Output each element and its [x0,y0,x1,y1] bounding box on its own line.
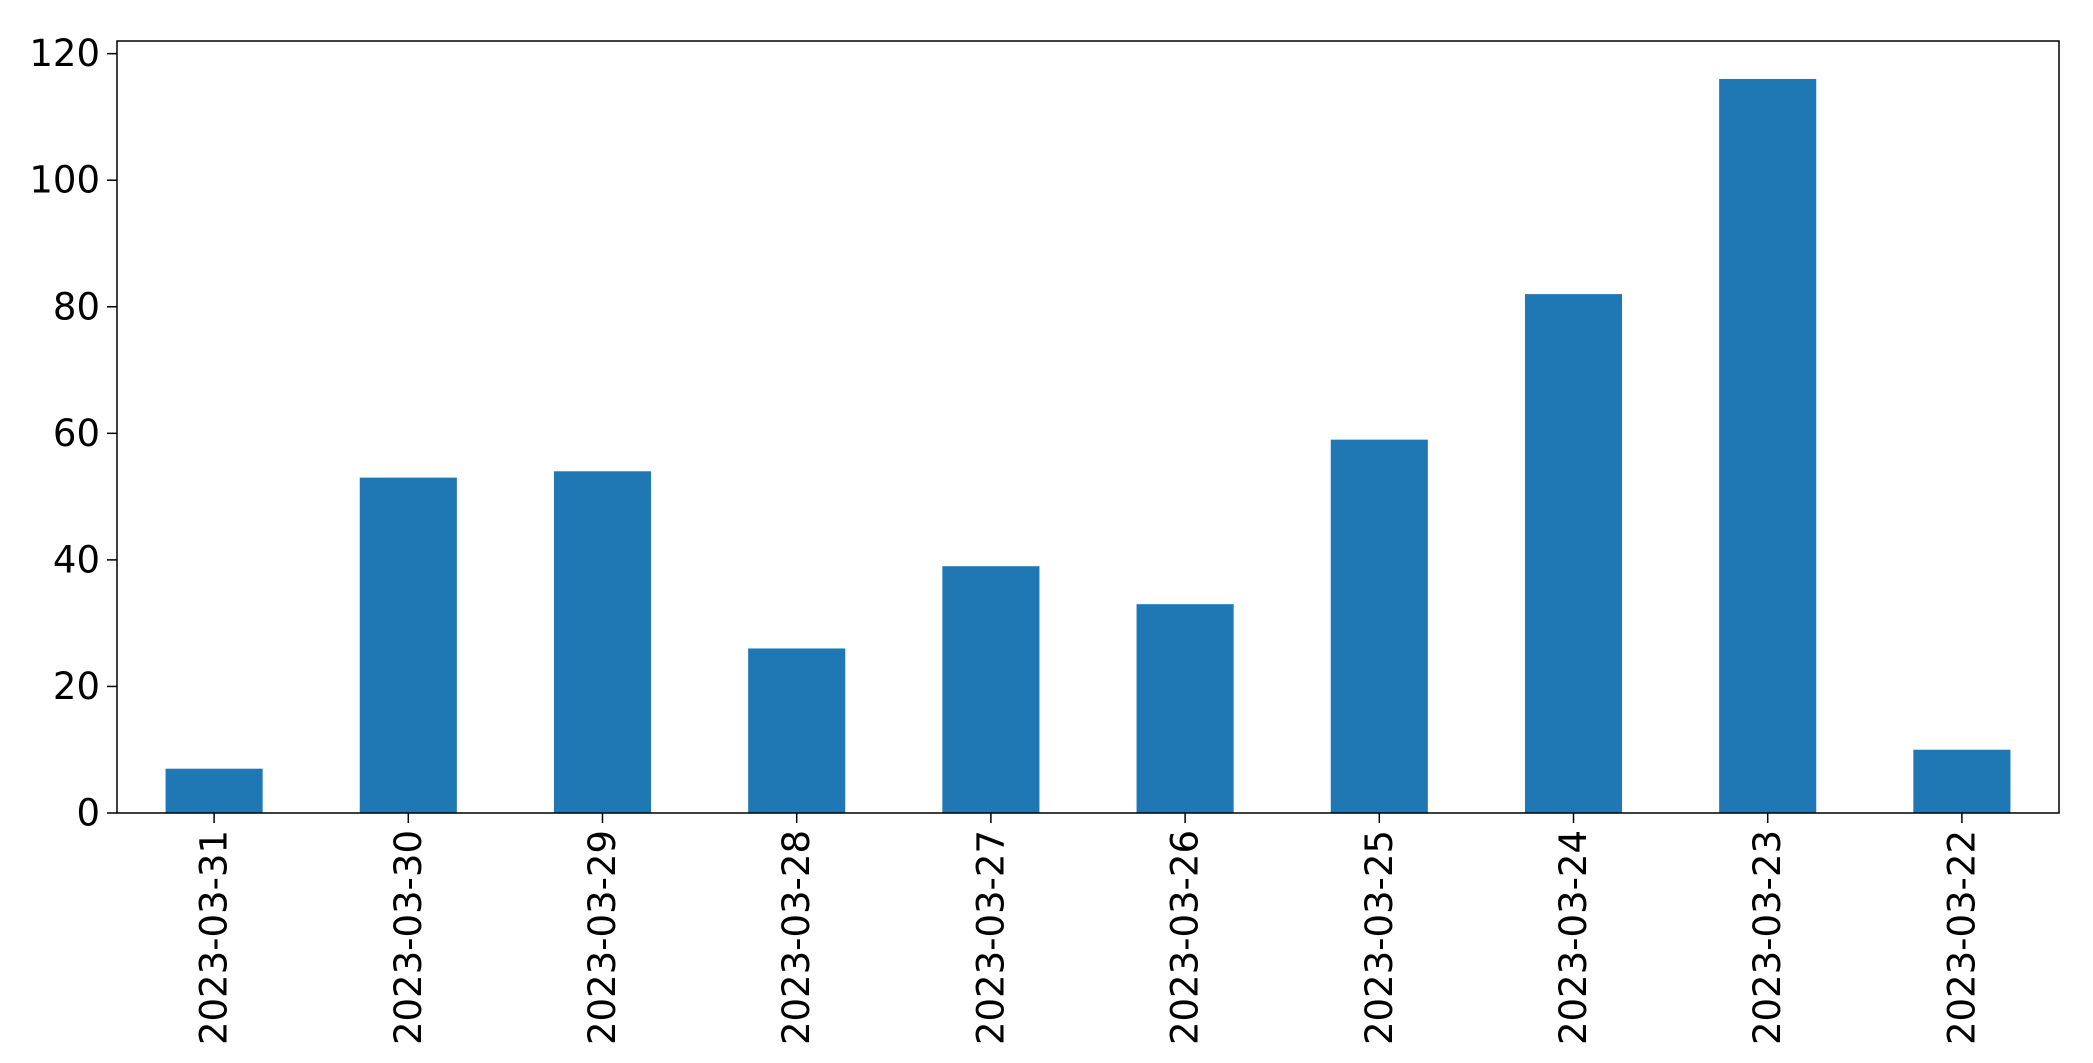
y-tick-label: 20 [53,665,100,708]
x-tick-label: 2023-03-31 [193,830,236,1045]
bar-2023-03-31 [165,768,263,813]
bar-2023-03-30 [359,477,457,813]
y-tick-label: 60 [53,412,100,455]
x-tick-label: 2023-03-28 [775,830,818,1045]
x-tick-label: 2023-03-22 [1940,830,1983,1045]
x-axis: 2023-03-31 2023-03-30 2023-03-29 2023-03-28… [193,813,1983,1045]
bar-2023-03-24 [1524,294,1623,813]
bar-2023-03-29 [553,471,652,813]
y-tick-label: 120 [29,32,100,75]
x-tick-label: 2023-03-23 [1746,830,1789,1045]
y-tick-label: 0 [76,792,100,835]
bar-2023-03-25 [1330,439,1428,813]
x-tick-label: 2023-03-24 [1552,830,1595,1045]
y-axis: 0 20 40 60 80 100 120 [29,32,117,835]
plot-area-frame [116,40,2060,814]
x-tick-label: 2023-03-27 [969,830,1012,1045]
bars [165,78,2011,813]
y-tick-label: 80 [53,285,100,328]
x-tick-label: 2023-03-25 [1358,830,1401,1045]
bar-2023-03-28 [748,648,846,813]
bar-2023-03-23 [1719,78,1817,813]
y-tick-label: 40 [53,538,100,581]
bar-2023-03-22 [1913,749,2011,813]
x-tick-label: 2023-03-30 [387,830,430,1045]
bar-2023-03-27 [942,566,1040,813]
x-tick-label: 2023-03-29 [581,830,624,1045]
bar-2023-03-26 [1136,604,1234,813]
x-tick-label: 2023-03-26 [1164,830,1207,1045]
y-tick-label: 100 [29,159,100,202]
